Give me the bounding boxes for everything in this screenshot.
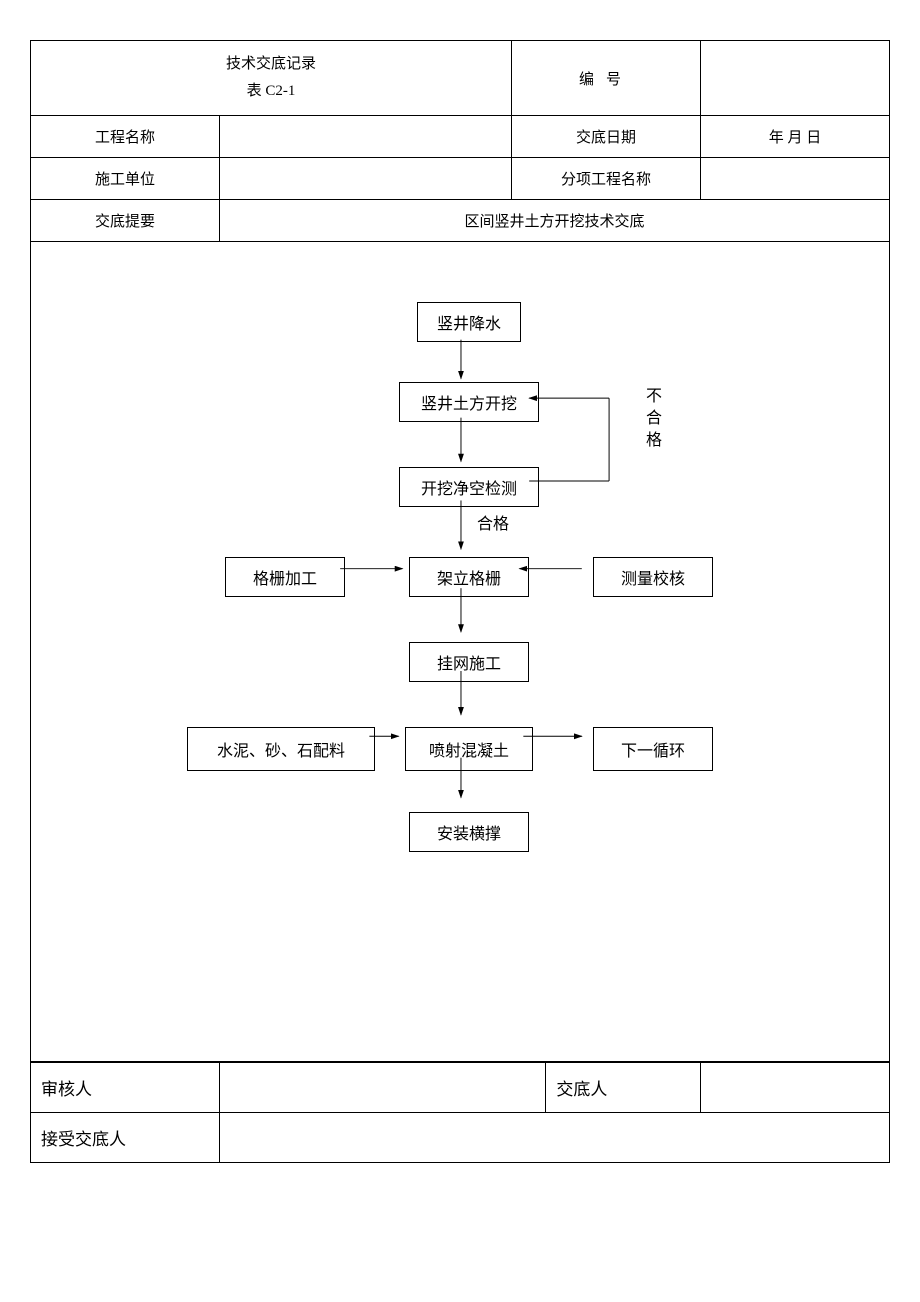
receiver-label: 接受交底人 [31,1113,220,1163]
flowchart-diagram: 竖井降水竖井土方开挖开挖净空检测格栅加工 架立格栅 测量校核挂网施工水泥、砂、石配料… [39,252,881,1051]
form-table: 技术交底记录 表 C2-1 编号 工程名称 交底日期 年 月 日 施工单位 分项… [30,40,890,1062]
discloser-label: 交底人 [546,1063,701,1113]
project-name-label: 工程名称 [31,116,220,158]
project-name-value [219,116,511,158]
summary-label: 交底提要 [31,200,220,242]
flow-node-n4: 格栅加工 [225,557,345,597]
flow-node-n3: 开挖净空检测 [399,467,539,507]
flow-node-n7: 挂网施工 [409,642,529,682]
flow-node-n6: 测量校核 [593,557,713,597]
footer-table: 审核人 交底人 接受交底人 [30,1062,890,1163]
title-line2: 表 C2-1 [39,78,503,105]
construction-unit-value [219,158,511,200]
flow-node-n1: 竖井降水 [417,302,521,342]
reviewer-label: 审核人 [31,1063,220,1113]
reviewer-value [219,1063,545,1113]
flow-node-n9: 喷射混凝土 [405,727,533,771]
title-cell: 技术交底记录 表 C2-1 [31,41,512,116]
flow-node-n11: 安装横撑 [409,812,529,852]
disclosure-date-value: 年 月 日 [701,116,890,158]
flow-node-n8: 水泥、砂、石配料 [187,727,375,771]
subproject-label: 分项工程名称 [512,158,701,200]
flowchart-cell: 竖井降水竖井土方开挖开挖净空检测格栅加工 架立格栅 测量校核挂网施工水泥、砂、石配料… [31,242,890,1062]
flow-label-fail: 不合格 [639,387,663,453]
number-value [701,41,890,116]
flow-node-n5: 架立格栅 [409,557,529,597]
title-line1: 技术交底记录 [39,51,503,78]
flow-node-n10: 下一循环 [593,727,713,771]
summary-value: 区间竖井土方开挖技术交底 [219,200,889,242]
disclosure-date-label: 交底日期 [512,116,701,158]
construction-unit-label: 施工单位 [31,158,220,200]
subproject-value [701,158,890,200]
flow-label-pass: 合格 [477,510,509,534]
flow-node-n2: 竖井土方开挖 [399,382,539,422]
receiver-value [219,1113,889,1163]
discloser-value [701,1063,890,1113]
number-label: 编号 [512,41,701,116]
